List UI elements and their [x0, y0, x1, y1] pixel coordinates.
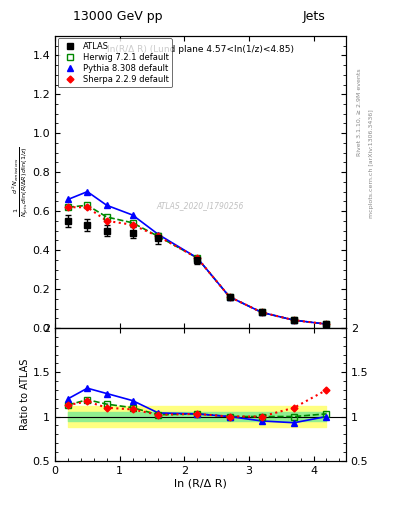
Herwig 7.2.1 default: [66, 204, 70, 210]
Herwig 7.2.1 default: [195, 255, 200, 261]
Herwig 7.2.1 default: [130, 220, 135, 226]
Y-axis label: $\frac{1}{N_{jets}}\frac{d^2 N_{emissions}}{d\ln(R/\Delta R)\, d\ln(1/z)}$: $\frac{1}{N_{jets}}\frac{d^2 N_{emission…: [10, 146, 31, 218]
Sherpa 2.2.9 default: [227, 294, 232, 300]
Pythia 8.308 default: [259, 309, 264, 315]
X-axis label: ln (R/Δ R): ln (R/Δ R): [174, 478, 227, 488]
Herwig 7.2.1 default: [105, 214, 109, 220]
Pythia 8.308 default: [195, 255, 200, 261]
Line: Sherpa 2.2.9 default: Sherpa 2.2.9 default: [66, 205, 329, 327]
Pythia 8.308 default: [85, 188, 90, 195]
Y-axis label: Ratio to ATLAS: Ratio to ATLAS: [20, 359, 30, 430]
Pythia 8.308 default: [324, 321, 329, 327]
Herwig 7.2.1 default: [292, 317, 296, 323]
Herwig 7.2.1 default: [85, 202, 90, 208]
Sherpa 2.2.9 default: [292, 317, 296, 323]
Text: 13000 GeV pp: 13000 GeV pp: [73, 10, 163, 23]
Pythia 8.308 default: [156, 231, 161, 238]
ATLAS: [292, 317, 296, 323]
Sherpa 2.2.9 default: [130, 222, 135, 228]
Sherpa 2.2.9 default: [156, 233, 161, 240]
Herwig 7.2.1 default: [324, 321, 329, 327]
ATLAS: [66, 218, 70, 224]
ATLAS: [227, 294, 232, 300]
Line: Herwig 7.2.1 default: Herwig 7.2.1 default: [65, 203, 329, 327]
Line: ATLAS: ATLAS: [65, 218, 329, 327]
Pythia 8.308 default: [66, 197, 70, 203]
Pythia 8.308 default: [130, 212, 135, 218]
Herwig 7.2.1 default: [259, 309, 264, 315]
Text: Rivet 3.1.10, ≥ 2.9M events: Rivet 3.1.10, ≥ 2.9M events: [357, 69, 362, 157]
Sherpa 2.2.9 default: [195, 255, 200, 261]
Pythia 8.308 default: [105, 202, 109, 208]
Line: Pythia 8.308 default: Pythia 8.308 default: [65, 189, 329, 327]
Pythia 8.308 default: [227, 294, 232, 300]
ATLAS: [156, 236, 161, 242]
Herwig 7.2.1 default: [227, 294, 232, 300]
Sherpa 2.2.9 default: [85, 204, 90, 210]
Text: ln(R/Δ R) (Lund plane 4.57<ln(1/z)<4.85): ln(R/Δ R) (Lund plane 4.57<ln(1/z)<4.85): [107, 45, 294, 54]
Sherpa 2.2.9 default: [259, 309, 264, 315]
Text: mcplots.cern.ch [arXiv:1306.3436]: mcplots.cern.ch [arXiv:1306.3436]: [369, 110, 374, 218]
Text: Jets: Jets: [303, 10, 326, 23]
Sherpa 2.2.9 default: [324, 321, 329, 327]
Pythia 8.308 default: [292, 317, 296, 323]
Legend: ATLAS, Herwig 7.2.1 default, Pythia 8.308 default, Sherpa 2.2.9 default: ATLAS, Herwig 7.2.1 default, Pythia 8.30…: [57, 38, 172, 87]
ATLAS: [85, 222, 90, 228]
Herwig 7.2.1 default: [156, 233, 161, 240]
ATLAS: [105, 227, 109, 233]
ATLAS: [324, 321, 329, 327]
ATLAS: [259, 309, 264, 315]
Text: ATLAS_2020_I1790256: ATLAS_2020_I1790256: [157, 201, 244, 210]
Sherpa 2.2.9 default: [66, 204, 70, 210]
ATLAS: [130, 229, 135, 236]
ATLAS: [195, 257, 200, 263]
Sherpa 2.2.9 default: [105, 218, 109, 224]
